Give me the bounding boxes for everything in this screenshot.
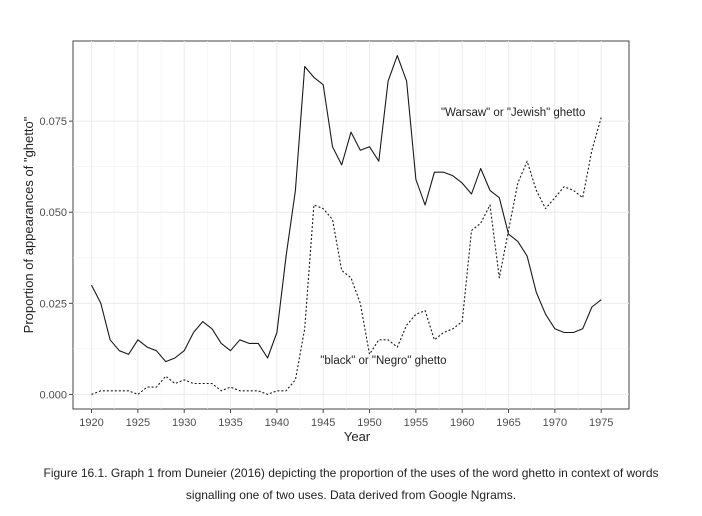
y-tick-label: 0.050 [39, 207, 67, 219]
x-tick-label: 1955 [404, 417, 428, 429]
x-axis-title: Year [344, 429, 371, 444]
annotation-black-negro: "black" or "Negro" ghetto [320, 355, 446, 367]
x-tick-label: 1975 [589, 417, 613, 429]
x-tick-label: 1970 [543, 417, 567, 429]
x-tick-label: 1945 [311, 417, 335, 429]
series-line-warsaw-jewish [91, 55, 602, 363]
x-axis-ticks: 1920 1925 1930 1935 1940 1945 1950 1955 1960 1965… [79, 409, 613, 429]
x-tick-label: 1920 [79, 417, 103, 429]
x-tick-label: 1960 [450, 417, 474, 429]
line-chart: 0.000 0.025 0.050 0.075 1920 1925 1930 1935 194… [21, 40, 630, 444]
annotations: "Warsaw" or "Jewish" ghetto "black" or "N… [320, 107, 585, 367]
x-tick-label: 1940 [265, 417, 289, 429]
figure-caption: Figure 16.1. Graph 1 from Duneier (2016)… [43, 466, 659, 502]
series-lines [91, 55, 602, 395]
grid-lines [73, 41, 629, 409]
y-axis-ticks: 0.000 0.025 0.050 0.075 [39, 116, 73, 401]
x-tick-label: 1925 [126, 417, 150, 429]
y-tick-label: 0.000 [39, 389, 67, 401]
annotation-warsaw-jewish: "Warsaw" or "Jewish" ghetto [441, 107, 585, 119]
x-tick-label: 1950 [357, 417, 381, 429]
x-tick-label: 1965 [496, 417, 520, 429]
y-tick-label: 0.025 [39, 298, 67, 310]
series-line-black-negro [91, 117, 602, 395]
plot-panel [72, 40, 630, 410]
x-tick-label: 1930 [172, 417, 196, 429]
y-axis-title: Proportion of appearances of "ghetto" [21, 116, 36, 333]
x-tick-label: 1935 [218, 417, 242, 429]
y-tick-label: 0.075 [39, 116, 67, 128]
